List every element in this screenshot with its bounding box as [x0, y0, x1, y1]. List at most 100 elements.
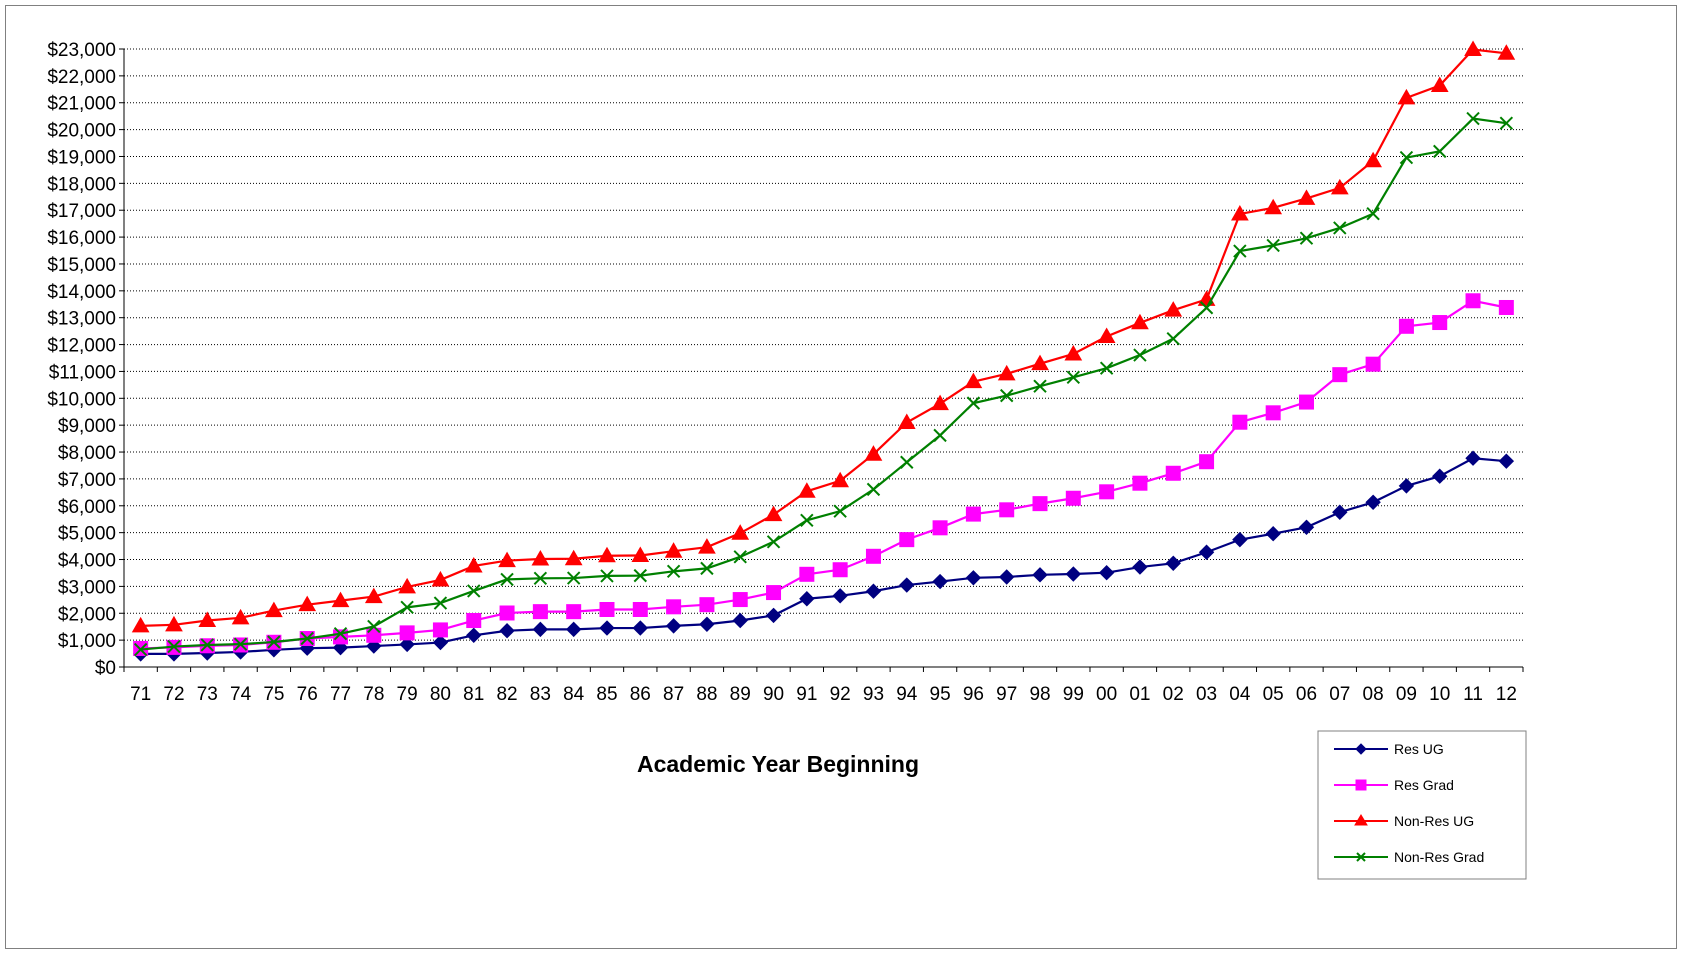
y-tick-label: $18,000 [47, 174, 116, 195]
data-point [1298, 519, 1315, 535]
data-point [1264, 198, 1283, 215]
x-tick-label: 87 [663, 684, 684, 705]
data-point [699, 597, 715, 613]
data-point [500, 572, 514, 587]
data-point [565, 621, 582, 638]
data-point [1165, 465, 1181, 481]
data-point [1433, 144, 1447, 159]
y-tick-label: $14,000 [47, 282, 116, 303]
x-tick-label: 71 [130, 684, 151, 705]
data-point [797, 482, 816, 498]
x-tick-label: 99 [1063, 684, 1084, 705]
data-point [131, 616, 150, 633]
y-tick-label: $15,000 [47, 255, 116, 276]
data-point [1398, 478, 1415, 494]
x-tick-labels: 71 72 73 74 75 76 77 78 79 80 81 82 83 84 85 86 87 88 89 90… [130, 684, 1517, 705]
data-point [997, 364, 1016, 381]
data-point [632, 620, 649, 636]
y-tick-label: $8,000 [58, 443, 116, 464]
data-point [366, 627, 382, 643]
data-point [466, 613, 482, 629]
legend-label: Non-Res Grad [1394, 849, 1484, 865]
data-point [1355, 743, 1367, 755]
data-point [998, 569, 1015, 585]
x-tick-label: 85 [596, 684, 617, 705]
data-point [1132, 475, 1148, 491]
data-point [631, 546, 650, 562]
data-point [733, 550, 747, 564]
data-point [933, 428, 947, 443]
x-tick-label: 76 [297, 684, 318, 705]
data-point [499, 605, 515, 621]
data-point [665, 618, 682, 634]
data-point [764, 505, 783, 522]
series-non-res-ug [131, 40, 1516, 633]
x-tick-label: 75 [263, 684, 284, 705]
data-point [1299, 231, 1314, 245]
data-point [265, 601, 283, 618]
data-point [1397, 88, 1416, 105]
data-point [765, 607, 782, 624]
data-point [598, 546, 616, 563]
y-tick-label: $13,000 [47, 309, 116, 330]
data-point [1199, 454, 1215, 470]
x-tick-label: 81 [463, 684, 484, 705]
y-tick-label: $22,000 [47, 67, 116, 88]
data-point [233, 637, 248, 651]
data-point [897, 413, 916, 429]
data-point [1164, 301, 1183, 317]
data-point [1033, 379, 1047, 393]
data-point [932, 573, 948, 590]
data-point [1333, 221, 1347, 235]
x-tick-label: 00 [1096, 684, 1117, 705]
data-point [1232, 414, 1248, 430]
data-point [599, 601, 615, 617]
data-point [1266, 238, 1280, 253]
data-point [433, 596, 448, 610]
data-point [999, 502, 1015, 518]
x-tick-label: 82 [496, 684, 517, 705]
legend-item: Non-Res Grad [1334, 849, 1484, 865]
y-tick-label: $0 [95, 658, 116, 679]
data-point [1199, 301, 1214, 315]
data-point [732, 592, 748, 608]
data-point [699, 616, 715, 632]
data-point [633, 568, 648, 583]
data-point [1032, 496, 1048, 512]
x-tick-label: 93 [863, 684, 884, 705]
x-tick-label: 05 [1263, 684, 1284, 705]
data-point [532, 604, 548, 620]
legend-label: Res UG [1394, 741, 1444, 757]
x-axis-label: Academic Year Beginning [637, 751, 919, 777]
y-tick-label: $21,000 [47, 94, 116, 115]
data-point [1131, 313, 1149, 330]
data-point [1365, 356, 1381, 372]
x-tick-label: 97 [996, 684, 1017, 705]
y-tick-label: $19,000 [47, 147, 116, 168]
line-chart: $0 $1,000 $2,000 $3,000 $4,000 $5,000 $6,000 $7… [47, 40, 1527, 880]
legend-item: Res Grad [1334, 777, 1454, 793]
data-point [1099, 361, 1114, 375]
x-tick-label: 03 [1196, 684, 1217, 705]
data-point [965, 570, 982, 586]
y-tick-label: $5,000 [58, 524, 116, 545]
data-point [464, 556, 483, 573]
series-line [140, 117, 1507, 651]
x-tick-label: 74 [230, 684, 252, 705]
x-tick-label: 78 [363, 684, 384, 705]
data-point [1065, 566, 1082, 582]
data-point [666, 599, 682, 615]
axes [119, 48, 1524, 672]
x-tick-label: 86 [630, 684, 651, 705]
y-tick-label: $9,000 [58, 416, 116, 437]
y-tick-label: $10,000 [47, 389, 116, 410]
series-res-ug [132, 450, 1515, 662]
data-point [1432, 468, 1448, 484]
data-point [466, 627, 482, 644]
data-point [1497, 44, 1516, 60]
data-point [1498, 299, 1514, 315]
data-point [1297, 189, 1316, 205]
data-point [200, 638, 214, 652]
data-point [1354, 814, 1368, 826]
x-tick-label: 92 [830, 684, 851, 705]
